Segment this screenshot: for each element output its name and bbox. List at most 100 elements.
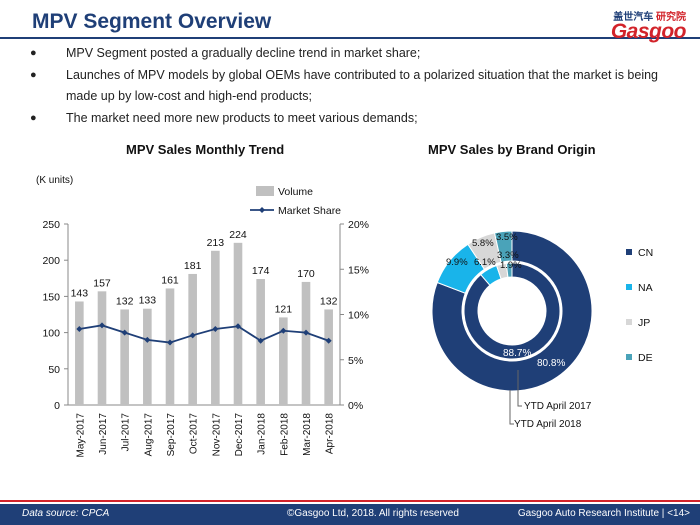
market-share-point xyxy=(189,332,196,339)
right-tick-label: 15% xyxy=(348,264,369,276)
donut-label-inner-jp: 3.3% xyxy=(497,250,519,261)
ring-name-2017: YTD April 2017 xyxy=(524,401,592,412)
ring-name-2018: YTD April 2018 xyxy=(514,419,582,430)
volume-data-label: 132 xyxy=(116,295,134,307)
volume-bar xyxy=(75,301,84,405)
left-tick-label: 200 xyxy=(42,255,60,267)
donut-label-outer-cn: 80.8% xyxy=(537,358,565,369)
footer-bar: Data source: CPCA ©Gasgoo Ltd, 2018. All… xyxy=(0,504,700,525)
donut-slice-outer-cn xyxy=(431,230,593,392)
bullet-item: ● Launches of MPV models by global OEMs … xyxy=(30,65,680,108)
legend-swatch-jp xyxy=(626,319,632,325)
data-source: Data source: CPCA xyxy=(22,508,110,519)
donut-label-outer-de: 3.5% xyxy=(496,232,518,243)
donut-label-inner-de: 1.9% xyxy=(500,260,522,271)
x-tick-label: Apr-2018 xyxy=(325,413,336,455)
legend-label-na: NA xyxy=(638,282,653,294)
right-tick-label: 20% xyxy=(348,219,369,231)
legend-swatch-na xyxy=(626,284,632,290)
x-tick-label: May-2017 xyxy=(75,413,86,458)
x-tick-label: Feb-2018 xyxy=(279,413,290,456)
market-share-point xyxy=(144,336,151,343)
bullet-text: Launches of MPV models by global OEMs ha… xyxy=(66,67,658,104)
gasgoo-logo: 盖世汽车 研究院 Gasgoo xyxy=(586,8,687,43)
volume-data-label: 132 xyxy=(320,295,338,307)
legend-swatch-de xyxy=(626,354,632,360)
market-share-point xyxy=(325,337,332,344)
institute-name: Gasgoo Auto Research Institute xyxy=(517,508,660,519)
bullet-dot-icon: ● xyxy=(30,47,37,59)
market-share-point xyxy=(235,323,241,330)
volume-data-label: 213 xyxy=(207,237,225,249)
bullet-dot-icon: ● xyxy=(30,68,37,81)
x-tick-label: Jul-2017 xyxy=(121,413,132,452)
volume-bar xyxy=(143,308,152,405)
volume-data-label: 121 xyxy=(275,303,293,315)
page-number: <14> xyxy=(667,508,690,519)
right-tick-label: 0% xyxy=(348,400,363,412)
donut-label-inner-cn: 88.7% xyxy=(503,348,531,359)
left-tick-label: 150 xyxy=(42,291,60,303)
market-share-point xyxy=(212,325,219,332)
volume-data-label: 181 xyxy=(184,260,202,272)
market-share-point xyxy=(167,339,173,346)
leader-line-2017 xyxy=(517,370,522,407)
left-tick-label: 250 xyxy=(42,219,60,231)
market-share-point xyxy=(121,329,128,336)
legend-label-de: DE xyxy=(638,352,653,364)
legend-label-jp: JP xyxy=(638,317,650,329)
legend-volume-swatch xyxy=(256,186,274,196)
footer-rule xyxy=(0,500,700,502)
donut-slice-inner-cn xyxy=(463,262,561,360)
donut-slice-outer-de xyxy=(493,230,513,263)
market-share-line xyxy=(79,324,329,344)
right-tick-label: 5% xyxy=(348,355,363,367)
volume-bar xyxy=(301,281,311,405)
logo-cn-red-text: 研究院 xyxy=(656,12,686,23)
logo-cn-text: 盖世汽车 xyxy=(613,12,654,23)
bullet-text: MPV Segment posted a gradually decline t… xyxy=(66,46,421,60)
donut-label-outer-na: 9.9% xyxy=(446,257,468,268)
legend-volume-label: Volume xyxy=(278,186,313,198)
volume-bar xyxy=(279,317,288,405)
legend-share-label: Market Share xyxy=(278,205,341,217)
y-axis-unit-label: (K units) xyxy=(36,175,73,186)
bullet-dot-icon: ● xyxy=(30,111,37,124)
left-tick-label: 100 xyxy=(42,328,60,340)
left-tick-label: 0 xyxy=(54,400,60,412)
brand-chart-title: MPV Sales by Brand Origin xyxy=(428,142,596,157)
market-share-point xyxy=(280,327,287,334)
leader-line-2018 xyxy=(509,390,514,425)
x-tick-label: Sep-2017 xyxy=(166,413,177,457)
market-share-point xyxy=(303,329,309,336)
volume-bar xyxy=(120,309,129,405)
x-tick-label: Nov-2017 xyxy=(211,413,222,457)
volume-data-label: 157 xyxy=(93,277,111,289)
legend-swatch-cn xyxy=(626,249,632,255)
x-tick-label: Jun-2017 xyxy=(98,413,109,455)
x-tick-label: Aug-2017 xyxy=(143,413,154,457)
volume-data-label: 170 xyxy=(297,268,315,280)
volume-data-label: 143 xyxy=(71,287,89,299)
volume-bar xyxy=(97,291,107,405)
volume-data-label: 161 xyxy=(161,274,179,286)
logo-wordmark: Gasgoo xyxy=(610,20,687,43)
x-tick-label: Oct-2017 xyxy=(189,413,200,455)
donut-slice-inner-de xyxy=(505,262,513,278)
volume-bar xyxy=(165,288,175,405)
trend-chart-title: MPV Sales Monthly Trend xyxy=(126,142,285,157)
legend-label-cn: CN xyxy=(638,247,653,259)
bullet-list: ● MPV Segment posted a gradually decline… xyxy=(30,43,680,129)
x-tick-label: Mar-2018 xyxy=(302,413,313,456)
market-share-point xyxy=(257,337,264,344)
volume-data-label: 174 xyxy=(252,265,270,277)
x-tick-label: Dec-2017 xyxy=(234,413,245,457)
donut-label-outer-jp: 5.8% xyxy=(472,238,494,249)
bullet-item: ● The market need more new products to m… xyxy=(30,108,680,130)
bullet-text: The market need more new products to mee… xyxy=(66,110,418,125)
copyright: ©Gasgoo Ltd, 2018. All rights reserved xyxy=(287,508,459,519)
title-rule xyxy=(0,37,700,39)
bullet-item: ● MPV Segment posted a gradually decline… xyxy=(30,43,680,65)
volume-data-label: 224 xyxy=(229,229,247,241)
